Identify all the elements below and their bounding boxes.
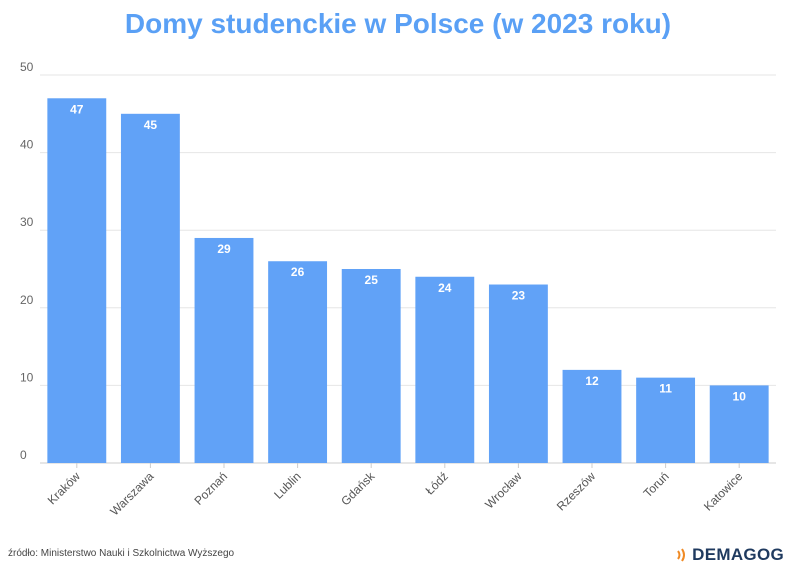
x-tick-label: Gdańsk: [338, 469, 378, 509]
x-tick-label: Wrocław: [482, 469, 525, 512]
bar: [120, 113, 180, 464]
bar-value-label: 25: [365, 273, 379, 287]
bar-value-label: 26: [291, 265, 305, 279]
bar: [415, 276, 475, 463]
bar: [488, 284, 548, 463]
x-tick-label: Łódź: [423, 469, 451, 497]
x-axis-ticks: Kraków Warszawa Poznań Lublin Gdańsk Łódź Wroc…: [45, 463, 746, 518]
bar-value-label: 47: [70, 102, 84, 116]
bar: [562, 369, 622, 463]
x-tick-label: Toruń: [641, 469, 672, 500]
bar-value-label: 11: [659, 382, 672, 396]
bar: [709, 385, 769, 463]
y-tick-label: 30: [20, 215, 34, 229]
bar-value-label: 23: [512, 289, 526, 303]
y-tick-label: 20: [20, 293, 34, 307]
bar-value-label: 45: [144, 118, 158, 132]
brand-logo: DEMAGOG: [676, 545, 784, 565]
y-tick-label: 0: [20, 448, 27, 462]
chart-title: Domy studenckie w Polsce (w 2023 roku): [124, 8, 672, 39]
bar-value-labels: 47 45 29 26 25 24 23 12 11 10: [70, 102, 746, 403]
y-axis-ticks: 0 10 20 30 40 50: [20, 60, 34, 462]
bar: [341, 269, 401, 463]
bar-value-label: 12: [585, 374, 599, 388]
x-tick-label: Lublin: [271, 469, 304, 502]
y-tick-label: 10: [20, 370, 34, 384]
brand-name: DEMAGOG: [692, 545, 784, 564]
x-tick-label: Poznań: [191, 469, 230, 508]
bars: [47, 98, 769, 464]
signal-waves-icon: [677, 548, 686, 562]
bar: [636, 377, 696, 463]
x-tick-label: Warszawa: [107, 469, 156, 518]
x-tick-label: Kraków: [45, 469, 83, 507]
x-tick-label: Katowice: [701, 469, 746, 514]
source-note: źródło: Ministerstwo Nauki i Szkolnictwa…: [8, 548, 235, 559]
bar-value-label: 10: [733, 389, 747, 403]
bar: [194, 237, 254, 463]
bar: [268, 261, 328, 463]
y-tick-label: 40: [20, 138, 34, 152]
bar-value-label: 24: [438, 281, 452, 295]
y-tick-label: 50: [20, 60, 34, 74]
x-tick-label: Rzeszów: [554, 469, 599, 514]
bar-value-label: 29: [217, 242, 231, 256]
bar: [47, 98, 107, 463]
